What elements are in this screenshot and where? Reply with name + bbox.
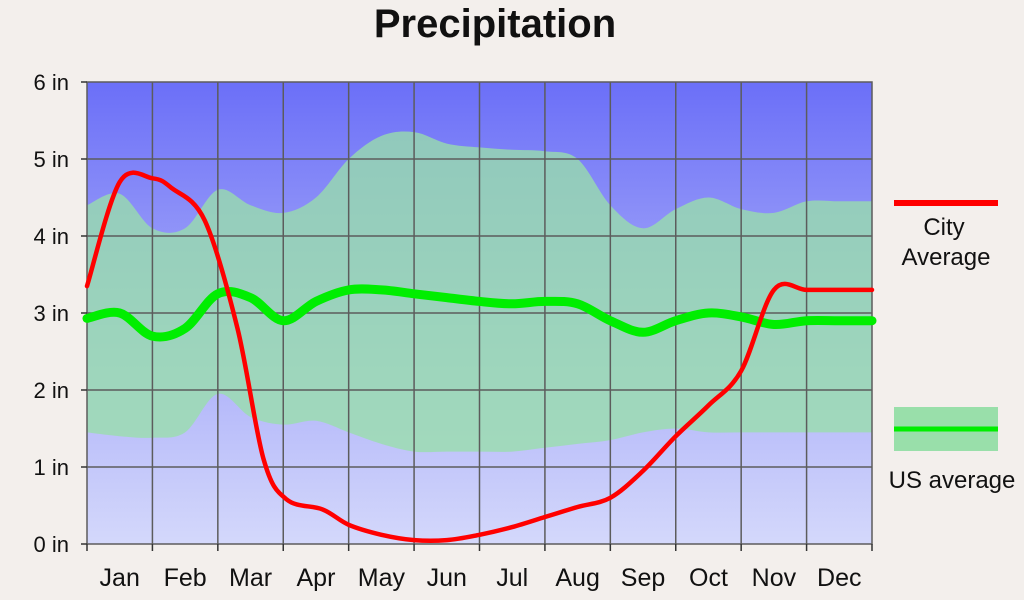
x-axis-tick-labels: Jan Feb Mar Apr May Jun Jul Aug Sep Oct Nov Dec [86,544,873,592]
x-tick-label-oct: Oct [689,564,728,592]
x-tick-label-aug: Aug [555,564,599,592]
city-average-line [84,170,875,544]
legend-us-label: US average [889,467,1016,494]
x-tick-label-sep: Sep [621,564,665,592]
y-axis-tick-labels: 0 in 1 in 2 in 3 in 4 in 5 in 6 in [34,70,87,557]
us-average-line [82,284,877,342]
x-tick-label-apr: Apr [297,564,336,592]
legend-city-label-line1: City [923,214,964,241]
x-tick-label-nov: Nov [752,564,797,592]
x-tick-label-feb: Feb [164,564,207,592]
y-tick-label: 0 in [34,532,69,557]
x-tick-label-may: May [358,564,406,592]
y-tick-label: 4 in [34,224,69,249]
y-tick-label: 5 in [34,147,69,172]
x-tick-label-dec: Dec [817,564,861,592]
y-tick-label: 3 in [34,301,69,326]
x-tick-label-jul: Jul [496,564,528,592]
x-tick-label-jun: Jun [427,564,467,592]
chart-title: Precipitation [373,2,617,46]
legend-city-label-line2: Average [902,244,991,271]
grid-lines [87,82,872,544]
y-tick-label: 1 in [34,455,69,480]
legend: City Average US average [889,200,1016,494]
x-tick-label-mar: Mar [229,564,272,592]
y-tick-label: 2 in [34,378,69,403]
y-tick-label: 6 in [34,70,69,95]
x-tick-label-jan: Jan [100,564,140,592]
